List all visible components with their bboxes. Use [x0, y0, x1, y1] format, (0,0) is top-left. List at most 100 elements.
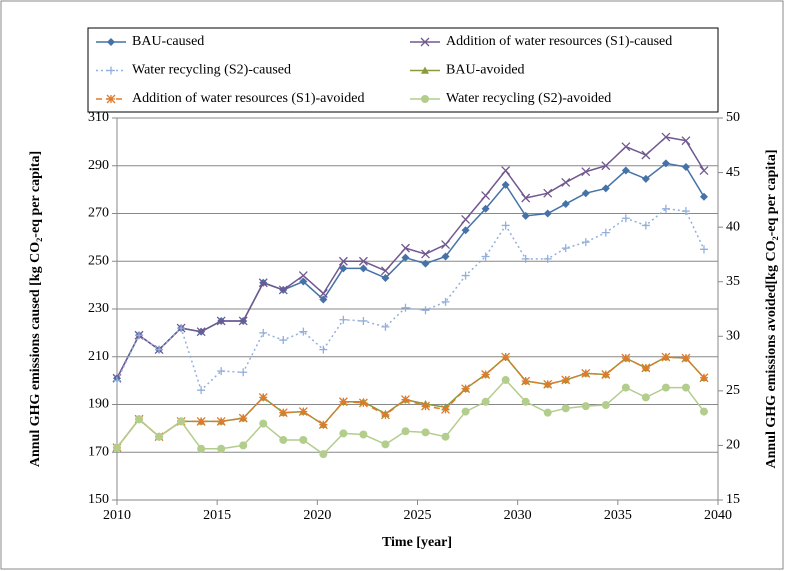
- marker: [441, 432, 450, 441]
- marker: [641, 393, 650, 402]
- marker: [299, 435, 308, 444]
- marker: [420, 37, 430, 47]
- marker: [561, 244, 570, 253]
- marker: [401, 303, 410, 312]
- marker: [338, 397, 348, 407]
- marker: [401, 253, 410, 262]
- marker: [239, 441, 248, 450]
- marker: [681, 136, 691, 146]
- y-tick-label: 170: [88, 444, 109, 459]
- marker: [135, 415, 144, 424]
- marker: [601, 228, 610, 237]
- y-tick-label: 290: [88, 158, 109, 173]
- marker: [259, 419, 268, 428]
- marker: [401, 243, 410, 253]
- y2-tick-label: 20: [726, 438, 740, 453]
- y2-tick-label: 30: [726, 329, 740, 344]
- marker: [681, 353, 691, 363]
- marker: [380, 410, 390, 420]
- marker: [481, 191, 491, 201]
- marker: [461, 407, 470, 416]
- x-tick-label: 2015: [203, 508, 231, 523]
- marker: [278, 285, 288, 295]
- marker: [258, 278, 268, 288]
- marker: [107, 66, 115, 75]
- legend-label: BAU-avoided: [446, 63, 525, 78]
- marker: [216, 416, 226, 426]
- marker: [401, 427, 410, 436]
- legend-label: BAU-caused: [132, 34, 204, 49]
- marker: [381, 322, 390, 331]
- y-tick-label: 250: [88, 253, 109, 268]
- marker: [581, 189, 590, 198]
- marker: [441, 404, 451, 414]
- x-tick-label: 2030: [504, 508, 532, 523]
- marker: [177, 417, 186, 426]
- marker: [421, 401, 430, 411]
- y2-tick-label: 45: [726, 165, 740, 180]
- marker: [319, 345, 328, 354]
- marker: [561, 404, 570, 413]
- marker: [155, 432, 164, 441]
- marker: [461, 384, 471, 394]
- marker: [196, 416, 206, 426]
- marker: [601, 370, 611, 379]
- marker: [421, 428, 430, 437]
- marker: [421, 66, 429, 74]
- x-axis-label: Time [year]: [382, 535, 452, 550]
- marker: [543, 254, 552, 263]
- marker: [238, 413, 248, 423]
- marker: [501, 166, 511, 175]
- marker: [319, 295, 328, 304]
- marker: [661, 352, 671, 362]
- x-tick-label: 2035: [604, 508, 632, 523]
- marker: [238, 316, 248, 326]
- marker: [661, 159, 670, 168]
- marker: [421, 95, 429, 103]
- marker: [177, 324, 186, 333]
- x-tick-label: 2025: [404, 508, 432, 523]
- marker: [641, 221, 650, 230]
- marker: [581, 402, 590, 411]
- marker: [501, 352, 511, 362]
- marker: [319, 450, 328, 459]
- marker: [259, 328, 268, 337]
- marker: [298, 407, 308, 417]
- y-axis-label: Annul GHG emissions caused [kg CO₂-eq pe…: [28, 151, 43, 467]
- y-tick-label: 150: [88, 492, 109, 507]
- marker: [521, 376, 531, 386]
- marker: [135, 331, 144, 340]
- y2-axis-label: Annul GHG emissions avoided[kg CO₂-eq pe…: [764, 150, 779, 469]
- marker: [339, 264, 348, 273]
- marker: [216, 316, 226, 326]
- marker: [601, 161, 611, 171]
- marker: [155, 345, 164, 354]
- marker: [501, 375, 510, 384]
- marker: [299, 327, 308, 336]
- marker: [521, 193, 531, 203]
- marker: [279, 336, 288, 345]
- marker: [501, 221, 510, 230]
- marker: [543, 188, 553, 198]
- legend-label: Addition of water resources (S1)-caused: [446, 34, 672, 49]
- marker: [318, 289, 328, 298]
- marker: [217, 367, 226, 376]
- marker: [197, 386, 206, 395]
- legend-label: Addition of water resources (S1)-avoided: [132, 91, 364, 106]
- marker: [699, 192, 708, 201]
- marker: [543, 408, 552, 417]
- marker: [461, 215, 471, 224]
- marker: [543, 209, 552, 218]
- y-tick-label: 310: [88, 110, 109, 125]
- marker: [641, 363, 651, 373]
- x-tick-label: 2010: [103, 508, 131, 523]
- marker: [358, 398, 368, 408]
- marker: [279, 435, 288, 444]
- marker: [561, 199, 570, 208]
- marker: [461, 226, 470, 235]
- marker: [421, 306, 430, 315]
- marker: [621, 142, 631, 152]
- marker: [581, 238, 590, 247]
- marker: [299, 277, 308, 286]
